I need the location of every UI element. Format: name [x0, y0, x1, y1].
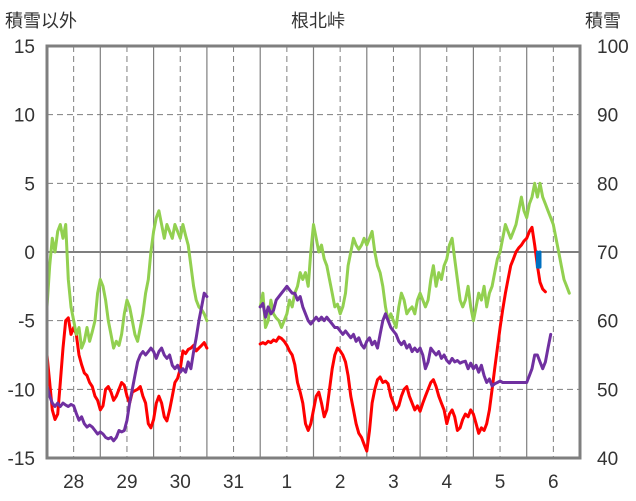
x-tick-label: 28: [63, 472, 84, 493]
x-tick-label: 6: [548, 472, 559, 493]
x-tick-label: 31: [223, 472, 244, 493]
grid: [47, 46, 580, 458]
series-line: [258, 225, 547, 453]
left-tick-label: 0: [24, 243, 35, 264]
series-line: [45, 291, 209, 443]
series-line: [535, 250, 542, 269]
plot-frame: [45, 44, 582, 460]
right-tick-label: 100: [597, 37, 629, 58]
right-tick-label: 40: [597, 449, 618, 470]
left-tick-label: 10: [14, 106, 35, 127]
frame-rect: [45, 44, 582, 460]
x-tick-label: 3: [388, 472, 399, 493]
right-tick-label: 60: [597, 312, 618, 333]
x-tick-label: 30: [170, 472, 191, 493]
left-tick-label: -10: [8, 380, 35, 401]
series-line: [45, 209, 209, 350]
right-tick-label: 70: [597, 243, 618, 264]
series-line: [258, 181, 571, 329]
left-tick-label: 15: [14, 37, 35, 58]
series-group: [45, 181, 571, 453]
right-tick-label: 50: [597, 380, 618, 401]
right-tick-label: 80: [597, 174, 618, 195]
x-tick-label: 29: [116, 472, 137, 493]
left-tick-label: -15: [8, 449, 35, 470]
left-tick-label: 5: [24, 174, 35, 195]
x-tick-label: 5: [495, 472, 506, 493]
series-line: [258, 284, 553, 388]
x-tick-label: 1: [282, 472, 293, 493]
right-axis-label: 積雪: [585, 11, 621, 32]
x-tick-label: 2: [335, 472, 346, 493]
chart-title: 根北峠: [291, 11, 345, 32]
right-tick-label: 90: [597, 106, 618, 127]
left-tick-label: -5: [18, 312, 35, 333]
x-tick-label: 4: [441, 472, 452, 493]
left-axis-label: 積雪以外: [5, 11, 77, 32]
